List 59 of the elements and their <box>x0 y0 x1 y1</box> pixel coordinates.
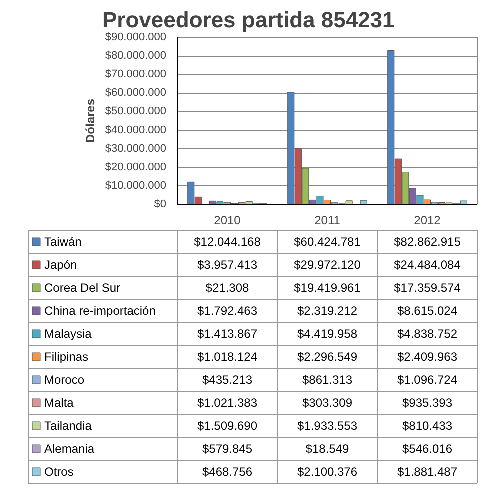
y-tick-label: $0 <box>154 198 167 210</box>
legend-label: Otros <box>44 465 74 479</box>
data-label: $1.792.463 <box>197 304 258 318</box>
legend-label: Malta <box>44 396 74 410</box>
data-label: $82.862.915 <box>394 235 462 249</box>
legend-label: China re-importación <box>44 304 156 318</box>
legend-label: Alemania <box>44 442 95 456</box>
data-label: $2.319.212 <box>297 304 358 318</box>
data-label: $1.413.867 <box>197 327 258 341</box>
data-label: $21.308 <box>206 281 250 295</box>
data-label: $1.018.124 <box>197 350 258 364</box>
data-label: $19.419.961 <box>294 281 362 295</box>
y-tick-label: $70.000.000 <box>105 68 166 81</box>
y-tick-label: $30.000.000 <box>105 142 166 155</box>
data-label: $60.424.781 <box>294 235 362 249</box>
y-tick-label: $50.000.000 <box>105 106 166 118</box>
legend-label: Taiwán <box>44 235 82 249</box>
data-label: $2.409.963 <box>397 350 458 364</box>
y-tick-label: $20.000.000 <box>105 161 166 174</box>
data-label: $468.756 <box>202 465 253 479</box>
legend-label: Filipinas <box>44 350 89 364</box>
data-label: $1.096.724 <box>397 373 458 387</box>
data-label: $8.615.024 <box>397 304 458 318</box>
y-tick-label: $90.000.000 <box>105 32 166 44</box>
data-label: $303.309 <box>302 396 353 410</box>
data-label: $935.393 <box>402 396 453 410</box>
x-tick-label: 2011 <box>314 214 341 228</box>
legend-label: Japón <box>44 258 78 272</box>
data-label: $546.016 <box>402 442 453 456</box>
data-label: $2.296.549 <box>297 350 358 364</box>
legend-label: Moroco <box>44 373 85 387</box>
data-label: $1.881.487 <box>397 465 458 479</box>
data-label: $810.433 <box>402 419 453 433</box>
x-tick-label: 2012 <box>414 214 442 228</box>
data-label: $579.845 <box>202 442 253 456</box>
data-label: $2.100.376 <box>297 465 358 479</box>
data-label: $1.021.383 <box>197 396 258 410</box>
y-axis-title: Dólares <box>83 98 98 144</box>
x-tick-label: 2010 <box>214 214 242 228</box>
legend-label: Corea Del Sur <box>44 281 121 295</box>
y-tick-label: $10.000.000 <box>105 180 166 192</box>
data-label: $4.419.958 <box>297 327 358 341</box>
legend-label: Tailandia <box>44 419 92 433</box>
data-label: $17.359.574 <box>394 281 462 295</box>
data-label: $435.213 <box>202 373 253 387</box>
y-tick-label: $60.000.000 <box>105 87 166 100</box>
data-label: $1.933.553 <box>297 419 358 433</box>
data-label: $1.509.690 <box>197 419 258 433</box>
data-label: $12.044.168 <box>194 235 262 249</box>
y-tick-label: $40.000.000 <box>105 124 166 136</box>
data-label: $24.484.084 <box>394 258 462 272</box>
data-label: $4.838.752 <box>397 327 458 341</box>
data-label: $29.972.120 <box>294 258 362 272</box>
y-tick-label: $80.000.000 <box>105 50 166 62</box>
data-label: $18.549 <box>306 442 350 456</box>
chart-title: Proveedores partida 854231 <box>102 8 395 32</box>
data-label: $3.957.413 <box>197 258 258 272</box>
legend-label: Malaysia <box>44 327 92 341</box>
data-label: $861.313 <box>302 373 353 387</box>
